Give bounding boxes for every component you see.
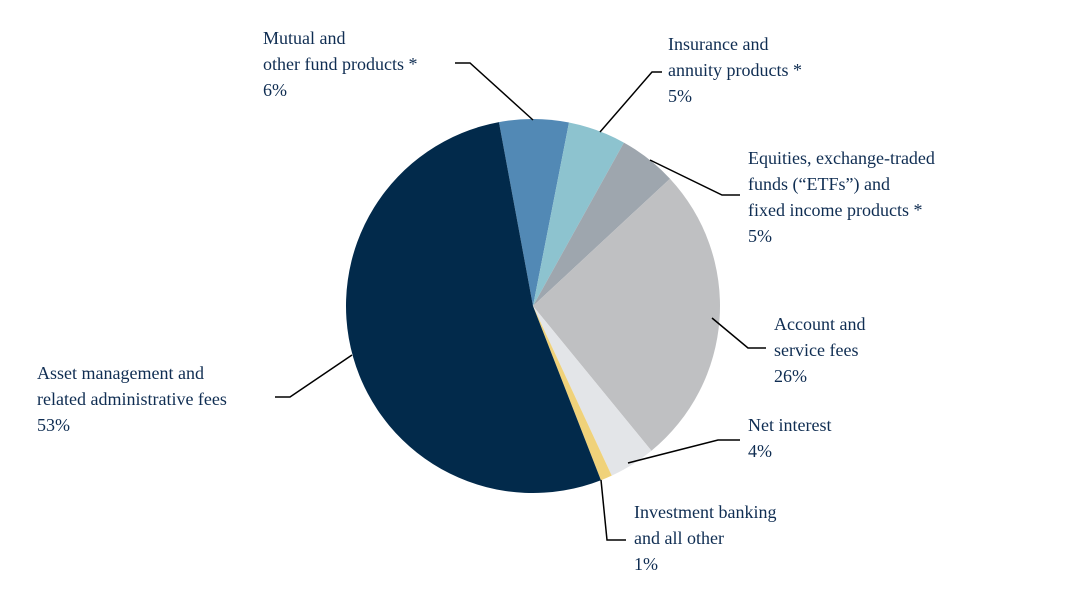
pie-slice [533, 142, 670, 306]
value-label: 53% [37, 415, 70, 435]
leader-line [599, 71, 662, 133]
pie-slice [533, 306, 612, 481]
slice-label: Mutual and other fund products * [263, 28, 417, 74]
value-label: 5% [748, 226, 772, 246]
slice-label: Asset management and related administrati… [37, 363, 227, 409]
leader-line [600, 479, 626, 541]
value-label: 4% [748, 441, 772, 461]
pie-slice [533, 306, 652, 476]
value-label: 6% [263, 80, 287, 100]
leader-line [275, 354, 353, 398]
value-label: 1% [634, 554, 658, 574]
pie-slice [346, 122, 601, 493]
leader-line [711, 317, 766, 349]
slice-label: Investment banking and all other [634, 502, 776, 548]
slice-label: Net interest [748, 415, 831, 435]
slice-label: Insurance and annuity products * [668, 34, 802, 80]
value-label: 26% [774, 366, 807, 386]
pie-slice [533, 122, 624, 307]
leader-line [649, 159, 740, 196]
slice-label: Account and service fees [774, 314, 865, 360]
pie-slice [533, 178, 720, 451]
slice-label: Equities, exchange-traded funds (“ETFs”) … [748, 148, 935, 220]
leader-line [455, 62, 534, 121]
leader-line [627, 439, 740, 464]
pie-slice [498, 119, 570, 306]
value-label: 5% [668, 86, 692, 106]
